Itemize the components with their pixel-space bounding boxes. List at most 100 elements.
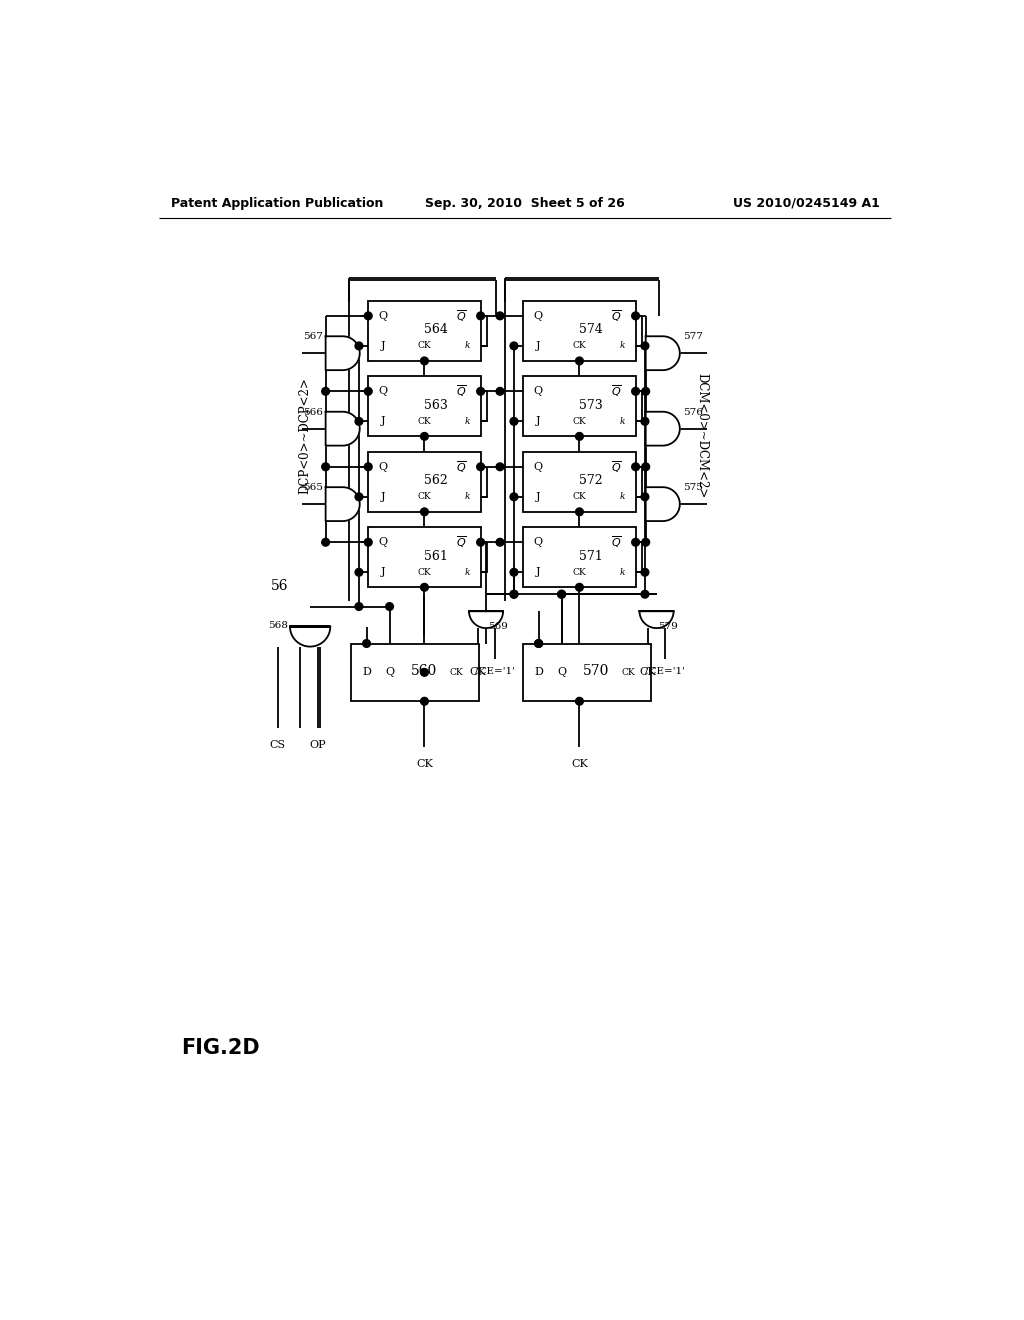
Text: CK: CK [416,759,433,770]
Circle shape [355,569,362,576]
Polygon shape [646,412,680,446]
Text: US 2010/0245149 A1: US 2010/0245149 A1 [733,197,880,210]
Bar [523,301,636,360]
Text: CK: CK [622,668,635,677]
Text: 568: 568 [267,620,288,630]
Circle shape [641,342,649,350]
Circle shape [575,358,584,364]
Bar [523,527,636,587]
Circle shape [496,463,504,471]
Polygon shape [469,611,503,628]
Circle shape [641,569,649,576]
Text: J: J [536,568,541,577]
Polygon shape [646,337,680,370]
Circle shape [365,539,372,546]
Text: J: J [536,416,541,426]
Text: 573: 573 [579,399,602,412]
Text: 561: 561 [424,549,447,562]
Text: k: k [620,568,625,577]
Circle shape [641,492,649,500]
Circle shape [496,312,504,319]
Text: DCP<0>~DCP<2>: DCP<0>~DCP<2> [298,378,311,494]
Circle shape [421,358,428,364]
Text: CK: CK [450,668,463,677]
Circle shape [510,569,518,576]
Text: CK: CK [572,417,587,426]
Circle shape [575,433,584,441]
Bar [351,644,479,701]
Circle shape [632,312,640,319]
Polygon shape [326,487,359,521]
Circle shape [496,539,504,546]
Text: CK: CK [571,759,588,770]
Text: 572: 572 [579,474,602,487]
Text: $\overline{Q}$: $\overline{Q}$ [456,384,467,399]
Text: $\overline{Q}$: $\overline{Q}$ [611,535,622,550]
Text: Q: Q [534,312,543,321]
Text: J: J [536,492,541,502]
Circle shape [558,590,565,598]
Text: CK: CK [418,417,431,426]
Circle shape [322,463,330,471]
Circle shape [510,590,518,598]
Circle shape [575,583,584,591]
Circle shape [510,492,518,500]
Circle shape [510,342,518,350]
Text: J: J [381,492,385,502]
Circle shape [642,463,649,471]
Text: Q: Q [557,668,566,677]
Text: k: k [620,342,625,350]
Circle shape [510,417,518,425]
Circle shape [642,388,649,395]
Text: $\overline{Q}$: $\overline{Q}$ [611,308,622,323]
Bar [369,527,480,587]
Circle shape [642,539,649,546]
Text: 570: 570 [583,664,609,678]
Text: Q: Q [534,537,543,548]
Text: 562: 562 [424,474,447,487]
Polygon shape [290,627,331,647]
Text: CK: CK [572,568,587,577]
Circle shape [575,697,584,705]
Polygon shape [326,337,359,370]
Circle shape [477,312,484,319]
Text: FIG.2D: FIG.2D [180,1038,259,1057]
Circle shape [421,697,428,705]
Text: 560: 560 [411,664,437,678]
Polygon shape [326,412,359,446]
Text: CK: CK [572,342,587,350]
Circle shape [365,312,372,319]
Text: J: J [381,416,385,426]
Circle shape [535,640,543,647]
Circle shape [355,603,362,610]
Text: Patent Application Publication: Patent Application Publication [171,197,383,210]
Text: CK: CK [640,667,656,677]
Text: 565: 565 [303,483,324,492]
Text: D: D [362,668,371,677]
Circle shape [535,640,543,647]
Text: OP: OP [309,739,327,750]
Text: 56: 56 [270,578,288,593]
Circle shape [632,388,640,395]
Bar [523,644,651,701]
Text: k: k [620,492,625,502]
Text: k: k [465,417,470,426]
Circle shape [355,342,362,350]
Text: /CE='1': /CE='1' [645,667,685,676]
Text: Sep. 30, 2010  Sheet 5 of 26: Sep. 30, 2010 Sheet 5 of 26 [425,197,625,210]
Circle shape [355,417,362,425]
Circle shape [362,640,371,647]
Text: 575: 575 [683,483,702,492]
Text: $\overline{Q}$: $\overline{Q}$ [456,459,467,475]
Text: Q: Q [378,537,387,548]
Circle shape [365,388,372,395]
Text: 577: 577 [683,333,702,342]
Text: CS: CS [269,739,286,750]
Bar [523,376,636,437]
Text: Q: Q [385,668,394,677]
Circle shape [421,508,428,516]
Circle shape [632,539,640,546]
Text: k: k [465,492,470,502]
Circle shape [421,583,428,591]
Text: 576: 576 [683,408,702,417]
